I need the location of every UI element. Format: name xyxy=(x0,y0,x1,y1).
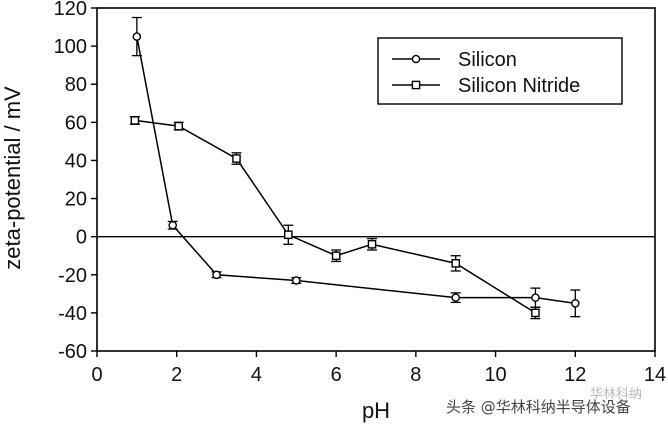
y-tick-label: -40 xyxy=(58,303,87,325)
x-tick-label: 8 xyxy=(410,364,421,386)
series-layer xyxy=(129,16,581,320)
legend: Silicon Silicon Nitride xyxy=(377,37,623,105)
x-tick-label: 4 xyxy=(251,364,262,386)
series-line xyxy=(134,119,536,314)
data-point xyxy=(168,220,178,230)
data-point xyxy=(212,270,221,280)
watermark-text: 头条 @华林科纳半导体设备 xyxy=(446,398,631,416)
x-tick-label: 10 xyxy=(484,364,506,386)
legend-label: Silicon xyxy=(458,49,517,71)
data-point xyxy=(331,251,341,261)
y-axis-title: zeta-potential / mV xyxy=(0,86,25,270)
data-point xyxy=(570,299,580,308)
plot-frame xyxy=(96,7,656,352)
x-tick-label: 6 xyxy=(331,364,342,386)
watermark-faint: 华林科纳 xyxy=(590,387,642,402)
x-tick-label: 12 xyxy=(564,364,586,386)
y-tick-label: -20 xyxy=(58,265,87,287)
series-silicon xyxy=(131,16,581,318)
x-tick-label: 0 xyxy=(91,364,102,386)
y-tick-label: 100 xyxy=(54,36,87,58)
data-point xyxy=(291,276,301,285)
legend-marker xyxy=(411,54,421,64)
y-axis-ticks: 120 100 80 60 40 20 0 -20 -40 -60 xyxy=(54,0,97,363)
data-point xyxy=(284,230,293,240)
data-point xyxy=(130,116,140,125)
data-point xyxy=(451,293,461,302)
legend-marker xyxy=(411,80,421,90)
data-point xyxy=(232,154,241,163)
data-point xyxy=(531,293,540,302)
y-tick-label: 20 xyxy=(65,189,87,211)
legend-box xyxy=(377,37,623,105)
data-point xyxy=(367,239,377,249)
legend-label: Silicon Nitride xyxy=(458,75,580,97)
y-tick-label: 80 xyxy=(65,74,87,96)
data-point xyxy=(451,259,461,268)
series-silicon-nitride xyxy=(129,115,541,320)
x-tick-label: 2 xyxy=(171,364,182,386)
x-axis-ticks: 0 2 4 6 8 10 12 14 xyxy=(91,351,666,386)
y-tick-label: 0 xyxy=(76,227,87,249)
legend-item: Silicon xyxy=(392,49,517,71)
y-tick-label: 120 xyxy=(54,0,87,20)
plot-border xyxy=(96,7,656,352)
y-tick-label: -60 xyxy=(58,341,87,363)
y-tick-label: 60 xyxy=(65,112,87,134)
y-tick-label: 40 xyxy=(65,150,87,172)
data-point xyxy=(132,32,142,41)
legend-item: Silicon Nitride xyxy=(392,75,580,97)
data-point xyxy=(531,308,540,318)
x-axis-title: pH xyxy=(362,398,390,423)
x-tick-label: 14 xyxy=(644,364,666,386)
data-point xyxy=(174,121,184,131)
